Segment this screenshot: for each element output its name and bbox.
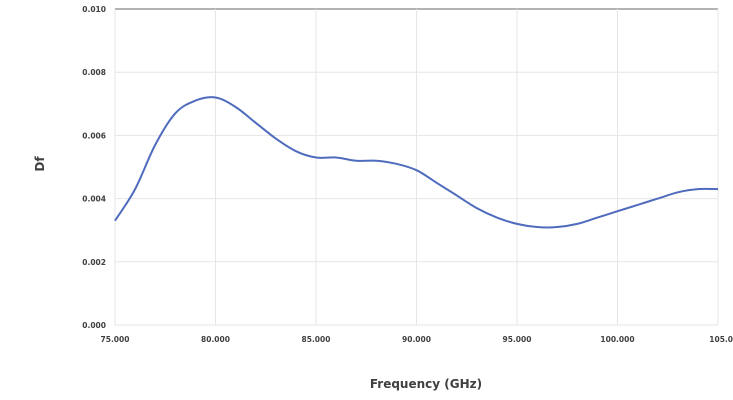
x-tick-label: 85.000 (302, 335, 331, 344)
y-tick-label: 0.004 (82, 195, 106, 204)
y-tick-label: 0.006 (82, 131, 106, 140)
y-tick-label: 0.002 (82, 258, 106, 267)
x-tick-label: 105.0 (709, 335, 733, 344)
y-axis-ticks: 0.000 0.002 0.004 0.006 0.008 0.010 (82, 5, 106, 330)
x-tick-label: 90.000 (402, 335, 431, 344)
x-tick-label: 75.000 (101, 335, 130, 344)
grid (114, 8, 719, 326)
y-axis-title: Df (33, 156, 47, 172)
series-line (114, 96, 719, 229)
x-tick-label: 80.000 (201, 335, 230, 344)
x-axis-ticks: 75.000 80.000 85.000 90.000 95.000 100.000 105… (101, 335, 733, 344)
y-tick-label: 0.000 (82, 321, 106, 330)
y-tick-label: 0.008 (82, 68, 106, 77)
x-axis-title: Frequency (GHz) (370, 377, 482, 391)
x-tick-label: 95.000 (503, 335, 532, 344)
x-tick-label: 100.000 (600, 335, 634, 344)
y-tick-label: 0.010 (82, 5, 106, 14)
